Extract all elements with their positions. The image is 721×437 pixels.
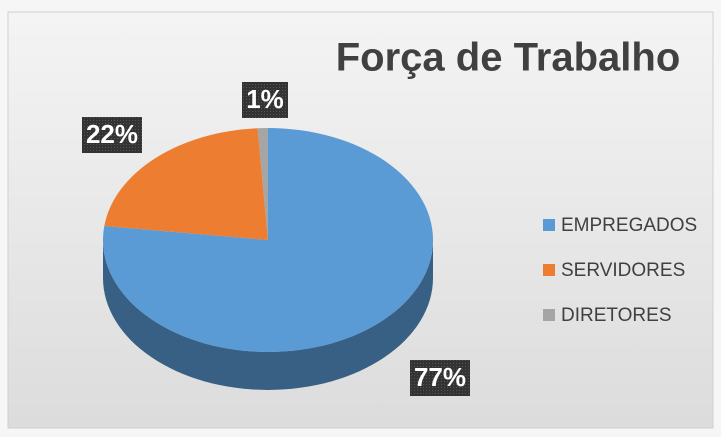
legend-swatch	[543, 309, 555, 321]
chart-title: Força de Trabalho	[336, 36, 681, 80]
data-label-box	[242, 82, 288, 118]
data-label-box	[82, 117, 142, 153]
legend-swatch	[543, 264, 555, 276]
slice	[257, 128, 268, 240]
data-label-box	[410, 360, 470, 396]
legend-swatch	[543, 219, 555, 231]
data-label: 1%	[246, 84, 284, 114]
legend-label: DIRETORES	[561, 305, 672, 326]
data-label: 77%	[414, 362, 466, 392]
slice	[104, 128, 268, 240]
slice-side	[103, 240, 433, 390]
legend-label: EMPREGADOS	[561, 215, 697, 236]
data-label: 22%	[86, 119, 138, 149]
legend-label: SERVIDORES	[561, 260, 685, 281]
